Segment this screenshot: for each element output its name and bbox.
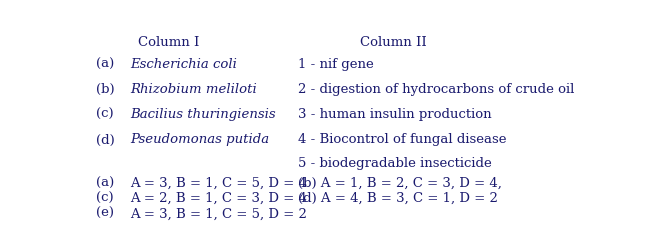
Text: A = 3, B = 1, C = 5, D = 2: A = 3, B = 1, C = 5, D = 2 [130,207,307,220]
Text: (b) A = 1, B = 2, C = 3, D = 4,: (b) A = 1, B = 2, C = 3, D = 4, [298,177,502,190]
Text: Column I: Column I [138,36,199,49]
Text: 2 - digestion of hydrocarbons of crude oil: 2 - digestion of hydrocarbons of crude o… [298,83,574,96]
Text: (a): (a) [96,177,115,190]
Text: (d): (d) [96,133,115,146]
Text: (d) A = 4, B = 3, C = 1, D = 2: (d) A = 4, B = 3, C = 1, D = 2 [298,192,498,205]
Text: A = 3, B = 1, C = 5, D = 4: A = 3, B = 1, C = 5, D = 4 [130,177,307,190]
Text: Escherichia coli: Escherichia coli [130,58,237,71]
Text: Column II: Column II [360,36,427,49]
Text: 1 - nif gene: 1 - nif gene [298,58,374,71]
Text: Rhizobium meliloti: Rhizobium meliloti [130,83,257,96]
Text: (c): (c) [96,192,114,205]
Text: (b): (b) [96,83,115,96]
Text: 4 - Biocontrol of fungal disease: 4 - Biocontrol of fungal disease [298,133,506,146]
Text: Pseudomonas putida: Pseudomonas putida [130,133,269,146]
Text: (a): (a) [96,58,115,71]
Text: A = 2, B = 1, C = 3, D = 4: A = 2, B = 1, C = 3, D = 4 [130,192,307,205]
Text: 3 - human insulin production: 3 - human insulin production [298,108,492,121]
Text: (e): (e) [96,207,114,220]
Text: (c): (c) [96,108,114,121]
Text: Bacilius thuringiensis: Bacilius thuringiensis [130,108,275,121]
Text: 5 - biodegradable insecticide: 5 - biodegradable insecticide [298,157,492,170]
